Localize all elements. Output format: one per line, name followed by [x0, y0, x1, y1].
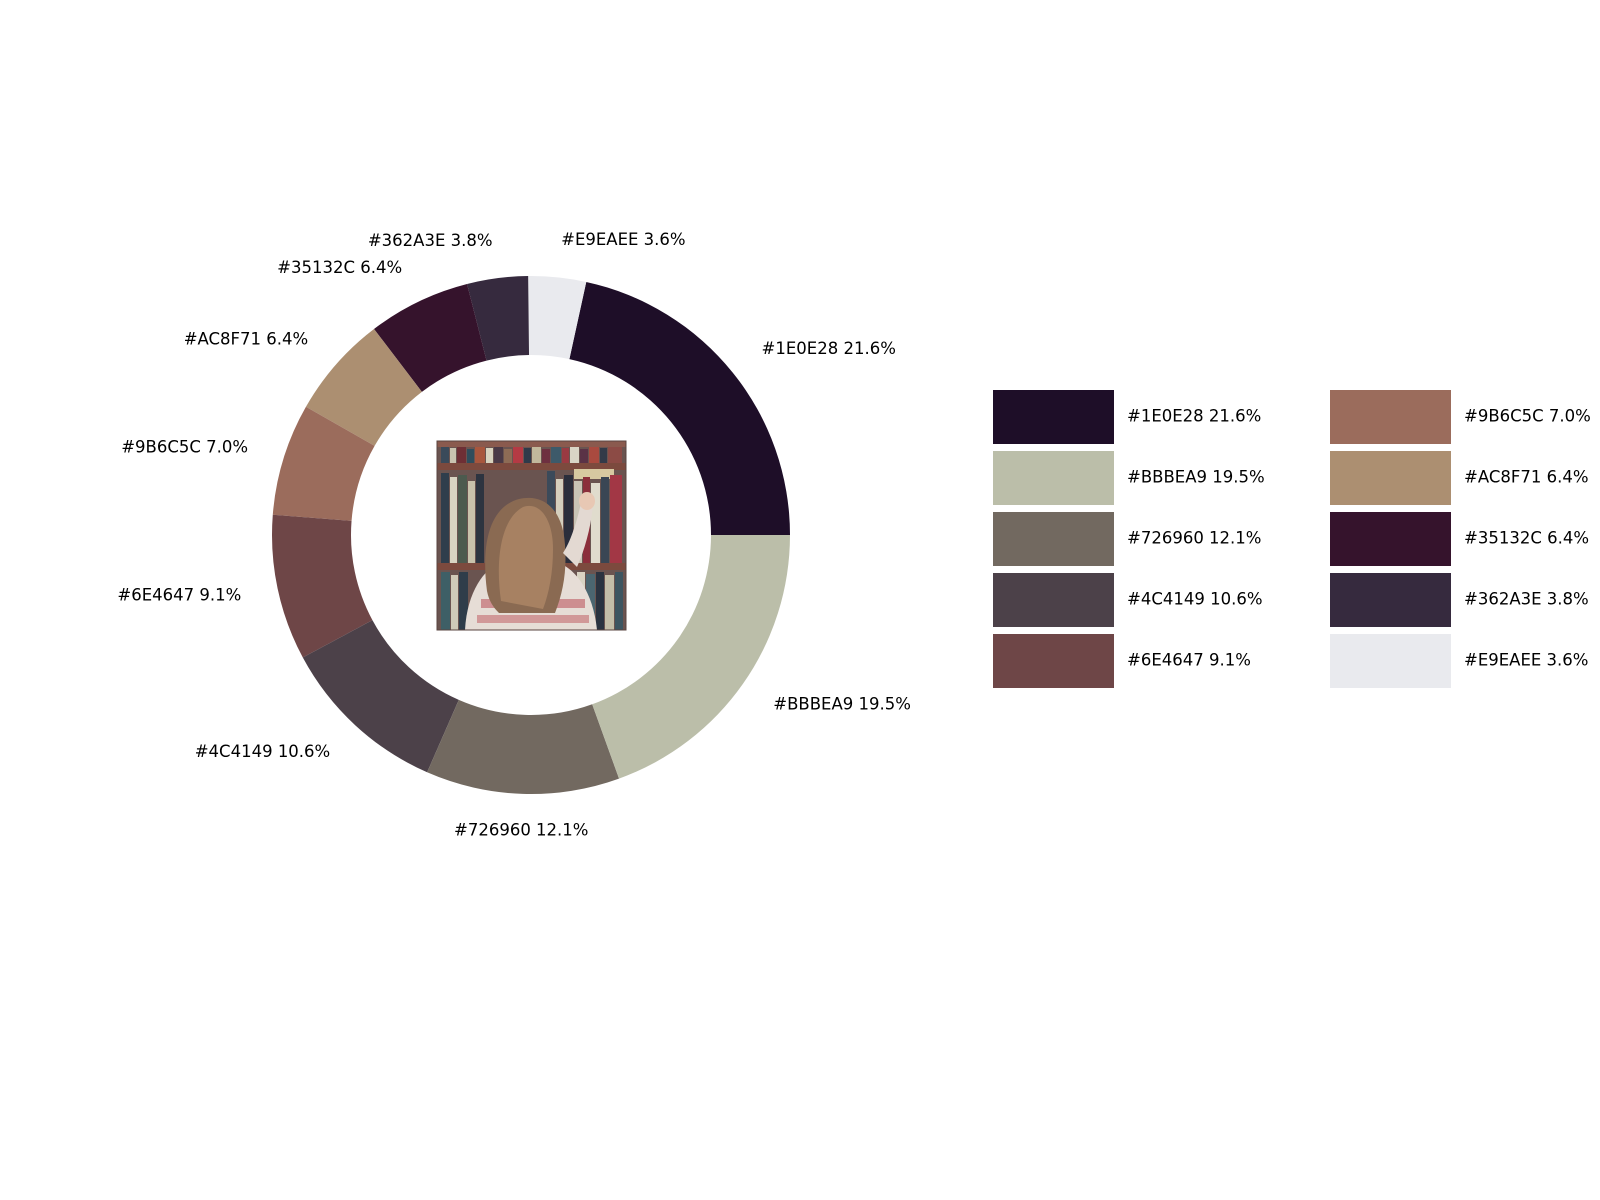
legend-label: #4C4149 10.6% [1127, 590, 1263, 609]
slice-label: #726960 12.1% [454, 820, 588, 839]
woman-figure [465, 492, 597, 630]
donut-slice [305, 329, 422, 446]
legend-label: #362A3E 3.8% [1464, 590, 1589, 609]
legend-swatch [993, 573, 1114, 627]
legend-entry: #BBBEA9 19.5% [993, 451, 1265, 505]
legend-swatch [1330, 634, 1451, 688]
legend-label: #726960 12.1% [1127, 529, 1261, 548]
legend-entry: #4C4149 10.6% [993, 573, 1263, 627]
slice-label: #35132C 6.4% [277, 258, 402, 277]
slice-label: #9B6C5C 7.0% [121, 438, 248, 457]
slice-label: #E9EAEE 3.6% [561, 230, 685, 249]
donut-slice [374, 284, 487, 392]
legend-label: #BBBEA9 19.5% [1127, 468, 1265, 487]
legend-swatch [1330, 451, 1451, 505]
legend-entry: #E9EAEE 3.6% [1330, 634, 1588, 688]
legend-entry: #9B6C5C 7.0% [1330, 390, 1591, 444]
legend-entry: #362A3E 3.8% [1330, 573, 1589, 627]
slice-label: #362A3E 3.8% [368, 231, 493, 250]
slice-label: #BBBEA9 19.5% [773, 695, 911, 714]
legend: #1E0E28 21.6% #BBBEA9 19.5% #726960 12.1% #… [993, 390, 1591, 688]
donut-slice [592, 535, 790, 779]
legend-label: #35132C 6.4% [1464, 529, 1589, 548]
legend-swatch [993, 390, 1114, 444]
legend-label: #9B6C5C 7.0% [1464, 407, 1591, 426]
legend-entry: #35132C 6.4% [1330, 512, 1589, 566]
slice-labels: #1E0E28 21.6% #E9EAEE 3.6% #362A3E 3.8% #35… [117, 230, 911, 839]
slice-label: #1E0E28 21.6% [762, 339, 896, 358]
legend-entry: #AC8F71 6.4% [1330, 451, 1589, 505]
center-photo-bookshelf [436, 440, 627, 631]
donut-slice [271, 514, 373, 658]
legend-label: #6E4647 9.1% [1127, 651, 1251, 670]
legend-label: #E9EAEE 3.6% [1464, 651, 1588, 670]
slice-label: #AC8F71 6.4% [184, 330, 309, 349]
donut-slice [467, 276, 530, 361]
donut-slice [569, 281, 790, 535]
legend-entry: #726960 12.1% [993, 512, 1261, 566]
legend-swatch [1330, 390, 1451, 444]
legend-swatch [993, 451, 1114, 505]
donut-slices [271, 276, 790, 794]
books-row-top [441, 447, 622, 463]
legend-swatch [1330, 573, 1451, 627]
slice-label: #4C4149 10.6% [195, 742, 331, 761]
donut-slice [272, 406, 375, 521]
legend-label: #AC8F71 6.4% [1464, 468, 1589, 487]
legend-label: #1E0E28 21.6% [1127, 407, 1261, 426]
legend-swatch [1330, 512, 1451, 566]
legend-entry: #1E0E28 21.6% [993, 390, 1261, 444]
legend-swatch [993, 634, 1114, 688]
legend-swatch [993, 512, 1114, 566]
slice-label: #6E4647 9.1% [117, 585, 241, 604]
legend-entry: #6E4647 9.1% [993, 634, 1251, 688]
donut-slice [528, 276, 587, 360]
donut-slice [427, 699, 620, 794]
donut-slice [302, 620, 459, 773]
